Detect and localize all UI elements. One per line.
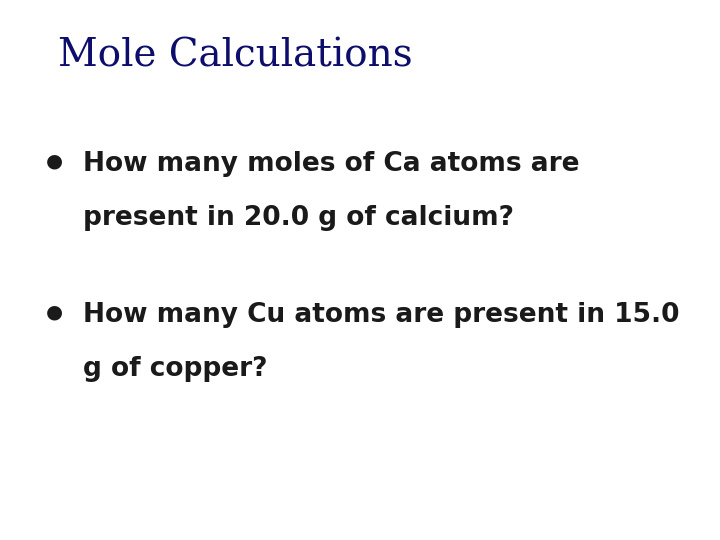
- Text: How many moles of Ca atoms are: How many moles of Ca atoms are: [83, 151, 580, 177]
- Text: g of copper?: g of copper?: [83, 356, 267, 382]
- Text: present in 20.0 g of calcium?: present in 20.0 g of calcium?: [83, 205, 514, 231]
- Text: How many Cu atoms are present in 15.0: How many Cu atoms are present in 15.0: [83, 302, 679, 328]
- Text: ●: ●: [45, 151, 63, 170]
- Text: ●: ●: [45, 302, 63, 321]
- Text: Mole Calculations: Mole Calculations: [58, 38, 413, 75]
